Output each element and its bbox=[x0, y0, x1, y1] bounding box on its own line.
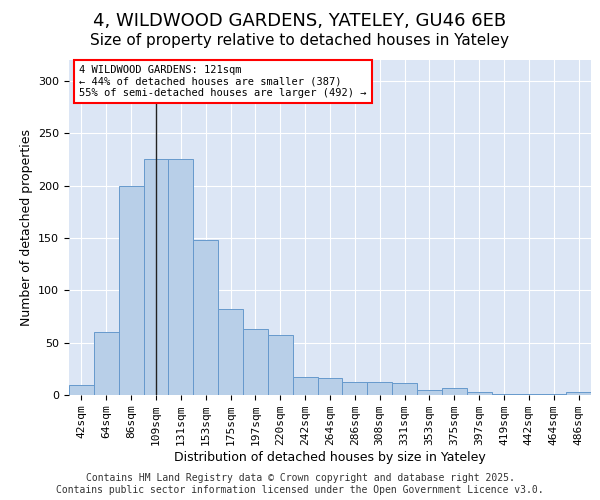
Bar bbox=[417, 390, 442, 395]
Bar bbox=[119, 186, 143, 395]
Bar bbox=[94, 332, 119, 395]
Bar bbox=[143, 160, 169, 395]
Bar bbox=[392, 384, 417, 395]
Bar bbox=[317, 378, 343, 395]
Text: 4, WILDWOOD GARDENS, YATELEY, GU46 6EB: 4, WILDWOOD GARDENS, YATELEY, GU46 6EB bbox=[94, 12, 506, 30]
Bar bbox=[517, 394, 541, 395]
Bar bbox=[69, 384, 94, 395]
X-axis label: Distribution of detached houses by size in Yateley: Distribution of detached houses by size … bbox=[174, 451, 486, 464]
Text: Size of property relative to detached houses in Yateley: Size of property relative to detached ho… bbox=[91, 32, 509, 48]
Bar bbox=[193, 240, 218, 395]
Bar bbox=[218, 309, 243, 395]
Bar bbox=[442, 388, 467, 395]
Bar bbox=[367, 382, 392, 395]
Bar bbox=[268, 336, 293, 395]
Text: Contains HM Land Registry data © Crown copyright and database right 2025.
Contai: Contains HM Land Registry data © Crown c… bbox=[56, 474, 544, 495]
Bar bbox=[541, 394, 566, 395]
Y-axis label: Number of detached properties: Number of detached properties bbox=[20, 129, 32, 326]
Text: 4 WILDWOOD GARDENS: 121sqm
← 44% of detached houses are smaller (387)
55% of sem: 4 WILDWOOD GARDENS: 121sqm ← 44% of deta… bbox=[79, 65, 367, 98]
Bar bbox=[243, 329, 268, 395]
Bar bbox=[566, 392, 591, 395]
Bar bbox=[169, 160, 193, 395]
Bar bbox=[343, 382, 367, 395]
Bar bbox=[293, 377, 317, 395]
Bar bbox=[491, 394, 517, 395]
Bar bbox=[467, 392, 491, 395]
